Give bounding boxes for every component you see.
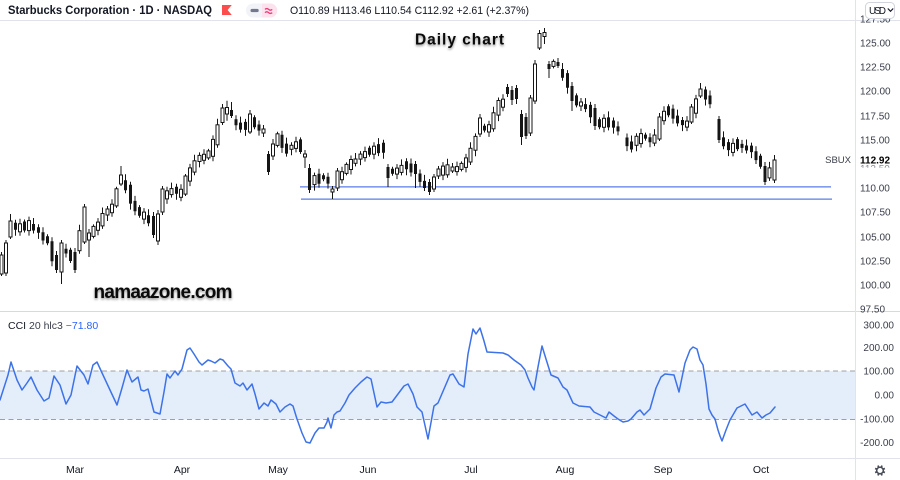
svg-text:Jul: Jul: [464, 464, 477, 476]
svg-text:Apr: Apr: [174, 464, 191, 476]
svg-text:SBUX: SBUX: [825, 155, 852, 166]
svg-text:Starbucks Corporation · 1D · N: Starbucks Corporation · 1D · NASDAQ: [8, 4, 212, 17]
svg-text:O110.89 H113.46 L110.54 C112.9: O110.89 H113.46 L110.54 C112.92 +2.61 (+…: [290, 5, 529, 17]
svg-text:200.00: 200.00: [863, 343, 894, 354]
svg-text:Daily chart: Daily chart: [415, 32, 504, 49]
svg-text:-100.00: -100.00: [860, 415, 894, 426]
svg-text:300.00: 300.00: [863, 321, 894, 332]
svg-text:USD: USD: [869, 6, 886, 17]
svg-text:127.50: 127.50: [860, 15, 891, 26]
svg-text:Jun: Jun: [360, 464, 377, 476]
svg-text:97.50: 97.50: [860, 305, 885, 316]
svg-text:115.00: 115.00: [860, 136, 890, 147]
svg-text:110.00: 110.00: [860, 184, 890, 195]
svg-text:117.50: 117.50: [860, 112, 890, 123]
svg-text:Oct: Oct: [753, 464, 769, 476]
svg-text:120.00: 120.00: [860, 87, 891, 98]
svg-text:CCI 20 hlc3 −71.80: CCI 20 hlc3 −71.80: [8, 320, 98, 332]
svg-text:0.00: 0.00: [875, 391, 895, 402]
svg-text:100.00: 100.00: [860, 281, 891, 292]
svg-text:107.50: 107.50: [860, 208, 891, 219]
svg-text:105.00: 105.00: [860, 233, 891, 244]
svg-text:Sep: Sep: [654, 464, 673, 476]
svg-text:125.00: 125.00: [860, 39, 891, 50]
svg-text:112.92: 112.92: [860, 156, 890, 167]
svg-text:112.50: 112.50: [860, 164, 890, 175]
svg-text:May: May: [268, 464, 289, 476]
svg-text:namaazone.com: namaazone.com: [94, 282, 233, 303]
svg-text:Aug: Aug: [556, 464, 575, 476]
svg-text:100.00: 100.00: [863, 367, 894, 378]
svg-text:102.50: 102.50: [860, 257, 891, 268]
svg-text:-200.00: -200.00: [860, 438, 894, 449]
svg-text:122.50: 122.50: [860, 63, 891, 74]
svg-text:Mar: Mar: [66, 464, 85, 476]
